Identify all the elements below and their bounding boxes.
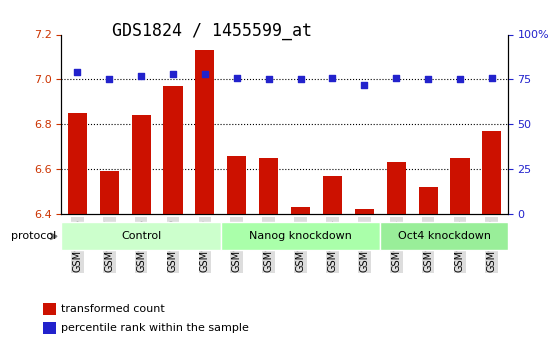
Point [328,75,337,80]
Point [169,71,177,77]
Bar [227,156,246,214]
Text: Control: Control [121,231,161,241]
Point [73,69,82,75]
Point [392,75,401,80]
Point [360,82,369,88]
Bar [482,131,502,214]
Bar [355,209,374,214]
Bar [323,176,342,214]
Text: Oct4 knockdown: Oct4 knockdown [397,231,490,241]
Text: percentile rank within the sample: percentile rank within the sample [61,323,248,333]
Point [296,77,305,82]
Point [487,75,496,80]
Point [105,77,114,82]
Point [200,71,209,77]
Point [424,77,432,82]
Text: protocol: protocol [11,231,56,241]
Point [232,75,241,80]
Bar [418,187,437,214]
FancyBboxPatch shape [61,223,221,250]
Bar [259,158,278,214]
Text: GDS1824 / 1455599_at: GDS1824 / 1455599_at [112,22,312,40]
Bar [163,86,182,214]
Text: transformed count: transformed count [61,304,164,314]
Bar [387,162,406,214]
Bar [43,303,56,315]
Bar [450,158,469,214]
FancyBboxPatch shape [221,223,380,250]
Bar [43,322,56,334]
FancyBboxPatch shape [380,223,508,250]
Bar [291,207,310,214]
Bar [195,50,214,214]
Point [137,73,146,79]
Bar [132,115,151,214]
Bar [100,171,119,214]
Point [264,77,273,82]
Point [455,77,464,82]
Text: Nanog knockdown: Nanog knockdown [249,231,352,241]
Bar [68,113,87,214]
